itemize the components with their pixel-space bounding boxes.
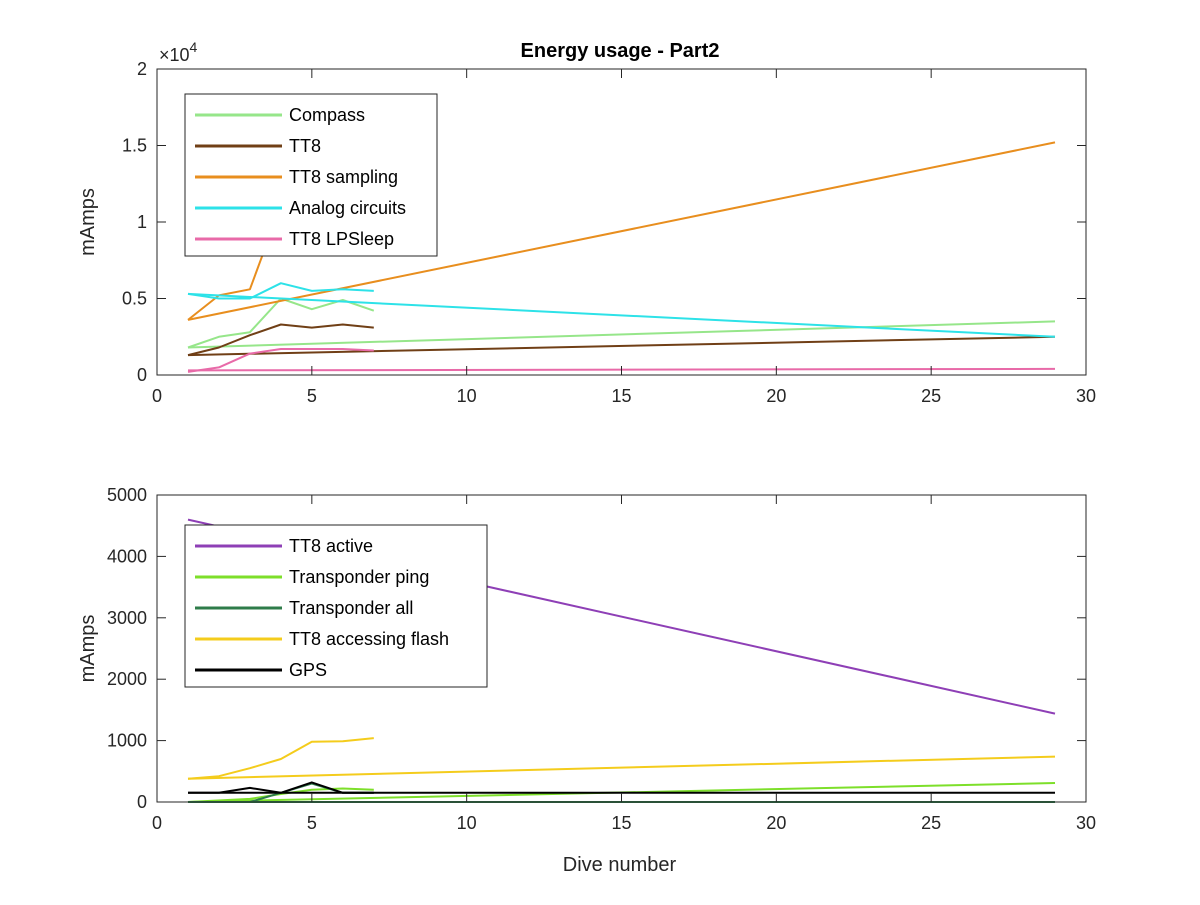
x-tick-label-0-3: 15 — [611, 386, 631, 406]
y-tick-label-0-3: 1.5 — [122, 136, 147, 156]
y-tick-label-1-3: 3000 — [107, 608, 147, 628]
x-tick-label-1-4: 20 — [766, 813, 786, 833]
y-tick-label-1-0: 0 — [137, 792, 147, 812]
y-exponent-power-0: 4 — [190, 39, 198, 55]
x-tick-label-0-6: 30 — [1076, 386, 1096, 406]
x-tick-label-1-2: 10 — [457, 813, 477, 833]
y-tick-label-0-0: 0 — [137, 365, 147, 385]
x-tick-label-1-6: 30 — [1076, 813, 1096, 833]
legend-label-1-3: TT8 accessing flash — [289, 629, 449, 649]
series-line-0-1-0 — [187, 323, 374, 357]
y-exponent-0: ×104 — [159, 39, 198, 65]
y-tick-label-0-4: 2 — [137, 59, 147, 79]
x-tick-label-0-2: 10 — [457, 386, 477, 406]
series-line-0-4-0 — [187, 348, 374, 373]
legend-label-1-2: Transponder all — [289, 598, 413, 618]
panel-bottom: 0 5 10 15 20 25 30 0 1000 2000 3000 4000 5000 mAmps Di… — [77, 485, 1096, 876]
legend-box-1 — [184, 524, 488, 688]
x-tick-label-1-3: 15 — [611, 813, 631, 833]
x-tick-label-1-1: 5 — [307, 813, 317, 833]
x-tick-label-1-0: 0 — [152, 813, 162, 833]
legend-label-0-4: TT8 LPSleep — [289, 229, 394, 249]
series-line-0-2-0 — [187, 255, 264, 321]
x-tick-label-0-4: 20 — [766, 386, 786, 406]
legend-box-0 — [184, 93, 438, 257]
series-line-1-4-0 — [188, 781, 374, 794]
y-tick-label-1-1: 1000 — [107, 731, 147, 751]
y-axis-label-1: mAmps — [77, 615, 99, 683]
y-tick-label-0-1: 0.5 — [122, 289, 147, 309]
series-line-0-3-0 — [187, 282, 374, 300]
legend-label-1-4: GPS — [289, 660, 327, 680]
x-tick-label-0-1: 5 — [307, 386, 317, 406]
series-line-0-3-1 — [187, 292, 1056, 338]
y-tick-label-0-2: 1 — [137, 212, 147, 232]
y-tick-label-1-2: 2000 — [107, 669, 147, 689]
x-axis-label-1: Dive number — [563, 854, 677, 876]
legend-label-1-0: TT8 active — [289, 536, 373, 556]
x-tick-label-0-5: 25 — [921, 386, 941, 406]
y-tick-label-1-4: 4000 — [107, 546, 147, 566]
x-tick-label-0-0: 0 — [152, 386, 162, 406]
y-tick-label-1-5: 5000 — [107, 485, 147, 505]
panel-top: 0 5 10 15 20 25 30 0 0.5 1 1.5 2 ×104 mAmps Compass TT8… — [77, 39, 1096, 406]
series-line-1-3-0 — [187, 737, 374, 780]
legend-label-1-1: Transponder ping — [289, 567, 429, 587]
y-axis-label-0: mAmps — [77, 188, 99, 256]
chart-title: Energy usage - Part2 — [521, 40, 720, 62]
series-line-1-3-1 — [187, 755, 1056, 780]
series-line-0-1-1 — [187, 335, 1056, 357]
legend-label-0-2: TT8 sampling — [289, 167, 398, 187]
x-tick-label-1-5: 25 — [921, 813, 941, 833]
legend-label-0-0: Compass — [289, 105, 365, 125]
series-line-0-0-0 — [187, 297, 375, 349]
legend-label-0-3: Analog circuits — [289, 198, 406, 218]
series-line-0-0-1 — [187, 320, 1056, 349]
legend-label-0-1: TT8 — [289, 136, 321, 156]
